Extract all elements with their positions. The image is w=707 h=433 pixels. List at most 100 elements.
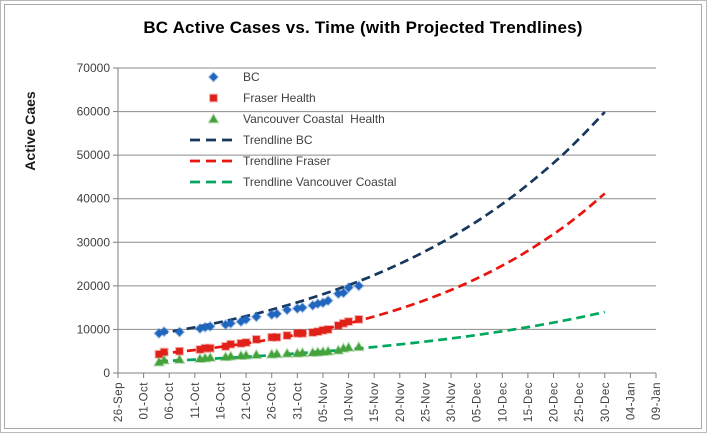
legend-label: Fraser Health [243,90,316,105]
fraser-health-point [241,338,251,347]
fraser-health-point [323,325,333,334]
fraser-health-point [308,328,318,337]
fraser-health-point [354,315,364,324]
x-tick-label: 06-Oct [164,382,176,420]
vancouver-coastal-health-point [250,348,263,360]
fraser-health-point [333,321,343,330]
x-tick-label: 15-Nov [369,382,381,422]
fraser-health-point [221,342,230,351]
legend-item-trendline-fraser: Trendline Fraser [189,150,396,171]
vancouver-coastal-health-point [342,341,355,352]
bc-point [353,280,365,292]
vancouver-coastal-health-point [204,351,217,362]
vancouver-coastal-health-point [173,353,186,364]
y-tick-label: 0 [103,366,110,380]
vancouver-coastal-health-point [270,347,283,359]
fraser-health-point [159,347,169,357]
chart-title: BC Active Cases vs. Time (with Projected… [143,18,583,37]
trendline-dash-icon [190,180,237,183]
bc-point [342,281,355,294]
x-tick-label: 31-Oct [292,382,304,420]
x-tick-label: 05-Nov [318,382,330,422]
x-tick-label: 04-Jan [625,382,637,420]
legend-item-trendline-bc: Trendline BC [189,129,396,150]
bc-point [337,287,350,299]
legend-label: Trendline Fraser [243,153,331,168]
x-tick-label: 05-Dec [472,382,484,422]
fraser-health-point [251,335,261,344]
y-tick-label: 10000 [77,322,111,336]
x-tick-label: 30-Nov [446,382,458,422]
legend-label: Trendline BC [243,132,313,147]
x-tick-label: 20-Dec [549,382,561,422]
y-tick-label: 70000 [77,61,111,75]
y-tick-label: 40000 [77,192,111,206]
bc-point [250,311,263,323]
fraser-health-point [226,339,236,349]
y-tick-label: 60000 [77,105,111,119]
fraser-health-point [175,346,184,356]
fraser-health-point [272,332,282,342]
fraser-health-point [236,338,246,348]
trendline-bc [158,111,606,336]
x-tick-label: 25-Dec [574,382,586,422]
vancouver-coastal-health-point [224,349,237,361]
x-tick-label: 26-Sep [113,382,125,422]
bc-point [281,304,293,316]
bc-point [322,294,334,307]
bc-point [296,301,309,314]
legend-item-vancouver-coastal-health: Vancouver Coastal Health [189,108,396,129]
fraser-health-point [339,318,348,328]
diamond-marker-icon [207,70,220,83]
vancouver-coastal-health-point [352,340,365,352]
legend-item-trendline-vancouver-coastal: Trendline Vancouver Coastal [189,171,396,192]
fraser-health-point [313,327,323,337]
square-marker-icon [209,93,218,102]
bc-point [271,308,283,320]
legend-label: Trendline Vancouver Coastal [243,174,397,189]
plot-area: 0 10000 20000 30000 40000 50000 60000 70000 26-S… [77,61,663,422]
legend-label: BC [243,69,260,84]
bc-point [240,313,252,326]
fraser-health-point [282,331,292,340]
vancouver-coastal-health-point [157,353,171,365]
chart-frame: BC Active Cases vs. Time (with Projected… [4,4,702,429]
fraser-health-point [344,317,353,326]
y-tick-label: 20000 [77,279,111,293]
gridlines [118,67,656,330]
legend-item-bc: BC [189,66,396,87]
x-tick-label: 01-Oct [139,382,151,420]
vancouver-coastal-health-point [239,348,253,360]
x-tick-label: 09-Jan [651,382,663,420]
trendline-dash-icon [190,159,237,162]
legend-item-fraser-health: Fraser Health [189,87,396,108]
fraser-health-point [195,345,205,354]
series-fraser-health [154,315,364,359]
fraser-health-point [298,328,307,338]
fraser-health-point [154,349,164,359]
x-tick-label: 26-Oct [267,382,279,420]
x-tick-label: 15-Dec [523,382,535,422]
series-vancouver-coastal-health [152,340,365,367]
x-tick-label: 20-Nov [395,382,407,422]
vancouver-coastal-health-point [296,346,309,358]
x-tick-label: 16-Oct [215,382,227,420]
x-tick-label: 10-Dec [497,382,509,422]
bc-point [225,317,237,330]
fraser-health-point [205,343,215,353]
axes: 0 10000 20000 30000 40000 50000 60000 70000 26-S… [77,61,663,422]
bc-point [173,326,186,338]
bc-point [204,320,216,333]
trendline-dash-icon [190,138,237,141]
x-tick-label: 30-Dec [600,382,612,422]
triangle-marker-icon [207,112,220,123]
y-tick-label: 50000 [77,148,111,162]
x-tick-label: 11-Oct [190,382,202,419]
bc-point [158,325,170,338]
vancouver-coastal-health-point [321,345,335,356]
x-tick-label: 21-Oct [241,382,253,420]
y-tick-label: 30000 [77,235,111,249]
fraser-health-point [318,325,328,335]
legend-label: Vancouver Coastal Health [243,111,385,126]
